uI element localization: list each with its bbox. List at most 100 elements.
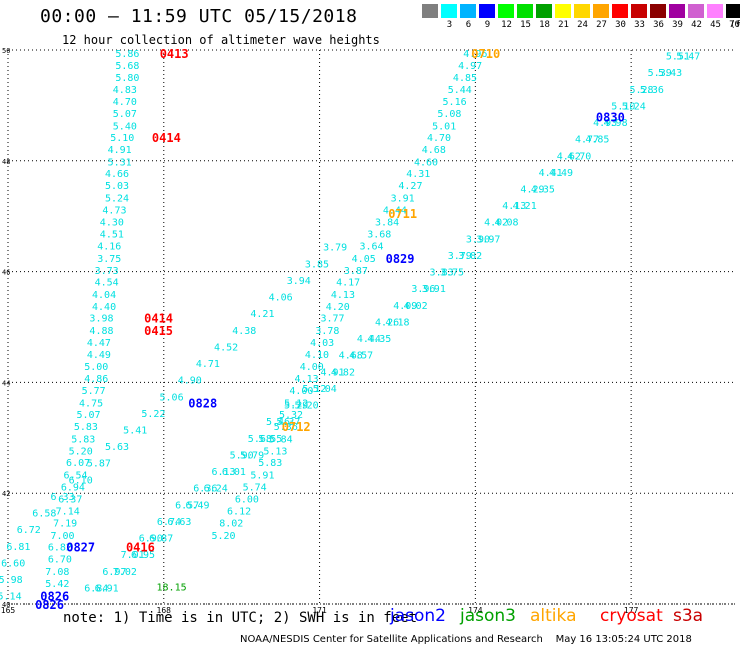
wave-height-point: 4.27: [398, 181, 422, 192]
wave-height-point: 7.00: [50, 531, 74, 542]
legend-swatch: 39: [669, 4, 686, 30]
wave-height-point: 5.03: [105, 181, 129, 192]
wave-height-point: 4.06: [269, 293, 293, 304]
wave-height-point: 5.79: [240, 450, 264, 461]
wave-height-point: 4.35: [367, 334, 391, 345]
satellite-label-cryosat: cryosat: [600, 606, 663, 626]
pass-time-label: 0826: [35, 598, 64, 612]
wave-height-point: 4.97: [458, 61, 482, 72]
legend-label: 30: [615, 20, 626, 30]
legend-color: [650, 4, 667, 18]
wave-height-point: 4.98: [604, 118, 628, 129]
wave-height-point: 4.10: [305, 350, 329, 361]
legend-color: [669, 4, 686, 18]
x-tick-label: 165: [1, 606, 16, 615]
wave-height-point: 6.13: [211, 467, 235, 478]
wave-height-point: 3.94: [287, 276, 311, 287]
wave-height-point: 4.86: [84, 374, 108, 385]
wave-height-point: 6.63: [167, 517, 191, 528]
wave-height-point: 6.87: [149, 534, 173, 545]
wave-height-point: 6.74: [157, 517, 181, 528]
legend-label: 24: [577, 20, 588, 30]
wave-height-point: 3.91: [422, 284, 446, 295]
legend-label: 15: [520, 20, 531, 30]
wave-height-point: 3.64: [359, 242, 383, 253]
wave-height-point: 4.85: [585, 135, 609, 146]
wave-height-point: 7.14: [56, 506, 80, 517]
wave-height-point: 6.91: [95, 583, 119, 594]
legend-swatch: 33: [631, 4, 648, 30]
wave-height-point: 3.84: [375, 218, 399, 229]
legend-swatch: 70: [726, 4, 740, 30]
wave-height-point: 6.54: [63, 470, 87, 481]
wave-height-point: 5.32: [279, 410, 303, 421]
wave-height-point: 7.01: [121, 550, 145, 561]
legend-swatch: 9: [479, 4, 496, 30]
wave-height-point: 4.08: [494, 218, 518, 229]
wave-height-point: 6.81: [6, 542, 30, 553]
pass-time-label: 0413: [160, 47, 189, 61]
wave-height-point: 5.44: [448, 85, 472, 96]
y-tick-label: 46: [2, 269, 10, 277]
wave-height-point: 6.49: [185, 500, 209, 511]
wave-height-point: 4.00: [289, 386, 313, 397]
wave-height-point: 6.36: [193, 484, 217, 495]
wave-height-point: 18.15: [157, 582, 187, 593]
wave-height-point: 5.74: [243, 483, 267, 494]
legend-swatch: 6: [460, 4, 477, 30]
x-tick-label: 171: [312, 606, 327, 615]
pass-time-label: 0711: [388, 207, 417, 221]
legend-label: 3: [446, 20, 453, 30]
wave-height-point: 3.68: [367, 229, 391, 240]
wave-height-point: 4.93: [593, 118, 617, 129]
legend-color: [517, 4, 534, 18]
wave-height-point: 4.03: [310, 338, 334, 349]
wave-height-point: 3.79: [448, 251, 472, 262]
legend-swatch: 24: [574, 4, 591, 30]
wave-height-point: 5.83: [258, 458, 282, 469]
wave-height-point: 5.22: [141, 409, 165, 420]
wave-height-point: 3.91: [391, 193, 415, 204]
legend-color: [479, 4, 496, 18]
wave-height-point: 5.12: [284, 398, 308, 409]
legend-color: [707, 4, 724, 18]
wave-height-point: 6.97: [102, 567, 126, 578]
pass-time-label: 0828: [188, 396, 217, 410]
wave-height-point: 4.13: [502, 201, 526, 212]
wave-height-point: 4.70: [567, 151, 591, 162]
wave-height-point: 5.06: [160, 392, 184, 403]
wave-height-point: 4.21: [250, 309, 274, 320]
wave-height-point: 3.90: [466, 234, 490, 245]
legend-label: 18: [539, 20, 550, 30]
wave-height-point: 5.13: [263, 447, 287, 458]
legend-swatch: 45: [707, 4, 724, 30]
wave-height-point: 6.01: [222, 467, 246, 478]
legend-label: 33: [634, 20, 645, 30]
wave-height-point: 4.18: [385, 317, 409, 328]
legend-color: [574, 4, 591, 18]
wave-height-point: 4.73: [102, 206, 126, 217]
wave-height-point: 4.91: [321, 367, 345, 378]
wave-height-point: 6.24: [204, 484, 228, 495]
wave-height-point: 5.10: [611, 101, 635, 112]
wave-height-point: 5.24: [622, 101, 646, 112]
legend-color: [612, 4, 629, 18]
wave-height-point: 5.87: [87, 459, 111, 470]
wave-height-point: 7.02: [113, 567, 137, 578]
wave-height-point: 4.51: [100, 229, 124, 240]
wave-height-point: 4.49: [87, 350, 111, 361]
legend-label: 12: [501, 20, 512, 30]
wave-height-point: 6.58: [32, 509, 56, 520]
x-tick-label: 174: [468, 606, 483, 615]
wave-height-point: 4.02: [484, 218, 508, 229]
wave-height-point: 3.73: [95, 266, 119, 277]
wave-height-point: 8.02: [219, 519, 243, 530]
color-scale-unit: (ft): [730, 20, 740, 30]
wave-height-point: 6.82: [48, 542, 72, 553]
wave-height-point: 6.37: [58, 495, 82, 506]
wave-height-point: 4.96: [463, 49, 487, 60]
legend-label: 45: [710, 20, 721, 30]
wave-height-point: 3.77: [321, 314, 345, 325]
wave-height-point: 4.91: [108, 145, 132, 156]
